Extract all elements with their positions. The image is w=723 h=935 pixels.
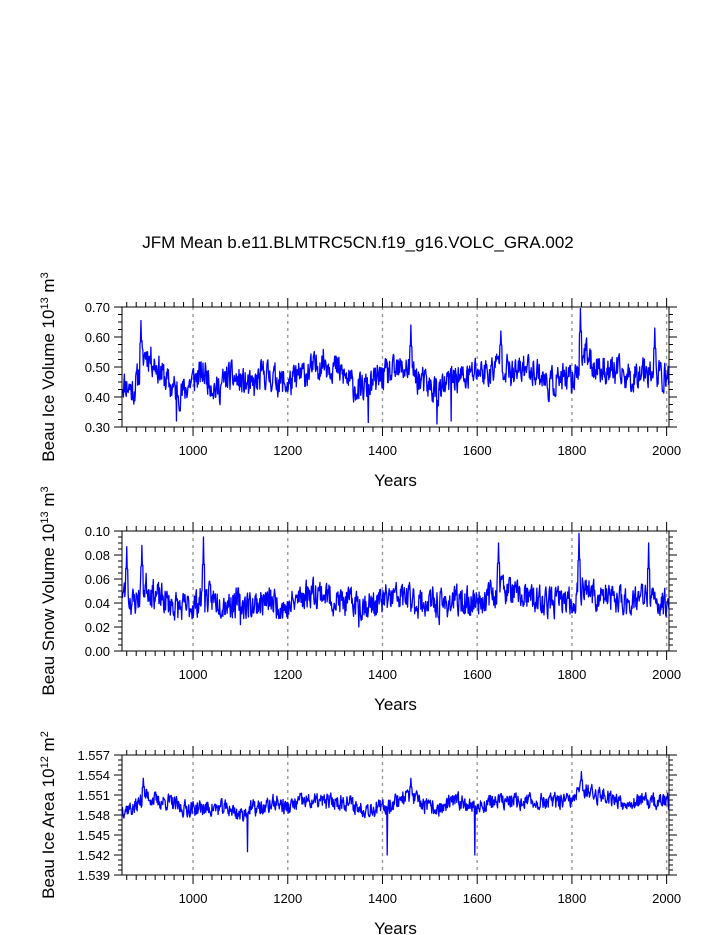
ice-area-ytick-label: 1.551	[77, 788, 110, 803]
snow-volume-ylabel: Beau Snow Volume 1013 m3	[39, 486, 58, 695]
ice-volume-xlabel: Years	[374, 471, 417, 490]
ice-area-ytick-label: 1.557	[77, 748, 110, 763]
ice-volume-xtick-label: 2000	[652, 443, 681, 458]
ice-area-ytick-label: 1.554	[77, 768, 110, 783]
snow-volume-series-line	[121, 532, 670, 628]
ice-area-ytick-label: 1.542	[77, 848, 110, 863]
ice-area-ytick-label: 1.539	[77, 868, 110, 883]
ice-area-xtick-label: 1600	[463, 891, 492, 906]
ice-volume-ytick-label: 0.50	[85, 360, 110, 375]
snow-volume-xtick-label: 1000	[179, 667, 208, 682]
snow-volume-xlabel: Years	[374, 695, 417, 714]
ice-area-panel: Beau Ice Area 1012 m2 Years 1000 1200 1400…	[39, 731, 681, 935]
snow-volume-xtick-label: 1800	[557, 667, 586, 682]
ice-volume-ytick-label: 0.60	[85, 330, 110, 345]
ice-area-xtick-label: 1000	[179, 891, 208, 906]
snow-volume-panel: Beau Snow Volume 1013 m3 Years 1000 1200 1…	[39, 486, 681, 714]
ice-volume-ylabel: Beau Ice Volume 1013 m3	[39, 272, 58, 461]
snow-volume-ytick-label: 0.02	[85, 620, 110, 635]
ice-volume-ytick-label: 0.30	[85, 420, 110, 435]
ice-area-series-line	[121, 771, 670, 856]
figure-title: JFM Mean b.e11.BLMTRC5CN.f19_g16.VOLC_GR…	[142, 233, 574, 252]
ice-area-xtick-label: 2000	[652, 891, 681, 906]
snow-volume-xtick-label: 1600	[463, 667, 492, 682]
ice-area-ylabel: Beau Ice Area 1012 m2	[39, 731, 58, 899]
ice-volume-ytick-label: 0.70	[85, 300, 110, 315]
ice-volume-xtick-label: 1000	[179, 443, 208, 458]
snow-volume-ytick-label: 0.04	[85, 596, 110, 611]
ice-area-ytick-label: 1.548	[77, 808, 110, 823]
ice-area-ytick-label: 1.545	[77, 828, 110, 843]
ice-area-xtick-label: 1400	[368, 891, 397, 906]
ice-volume-xtick-label: 1800	[557, 443, 586, 458]
ice-volume-series-line	[121, 307, 670, 425]
ice-volume-ytick-label: 0.40	[85, 390, 110, 405]
snow-volume-xtick-label: 1200	[273, 667, 302, 682]
ice-area-plot-frame	[121, 754, 670, 876]
ice-volume-plot-frame	[121, 306, 670, 428]
snow-volume-xtick-label: 2000	[652, 667, 681, 682]
ice-area-xtick-label: 1200	[273, 891, 302, 906]
ice-volume-xtick-label: 1200	[273, 443, 302, 458]
ice-volume-panel: Beau Ice Volume 1013 m3 Years 1000 1200 14…	[39, 272, 681, 490]
ice-volume-xtick-label: 1400	[368, 443, 397, 458]
ice-area-xlabel: Years	[374, 919, 417, 935]
ice-volume-xtick-label: 1600	[463, 443, 492, 458]
ice-area-xtick-label: 1800	[557, 891, 586, 906]
snow-volume-ytick-label: 0.06	[85, 572, 110, 587]
snow-volume-xtick-label: 1400	[368, 667, 397, 682]
snow-volume-ytick-label: 0.10	[85, 524, 110, 539]
snow-volume-ytick-label: 0.00	[85, 644, 110, 659]
snow-volume-ytick-label: 0.08	[85, 548, 110, 563]
